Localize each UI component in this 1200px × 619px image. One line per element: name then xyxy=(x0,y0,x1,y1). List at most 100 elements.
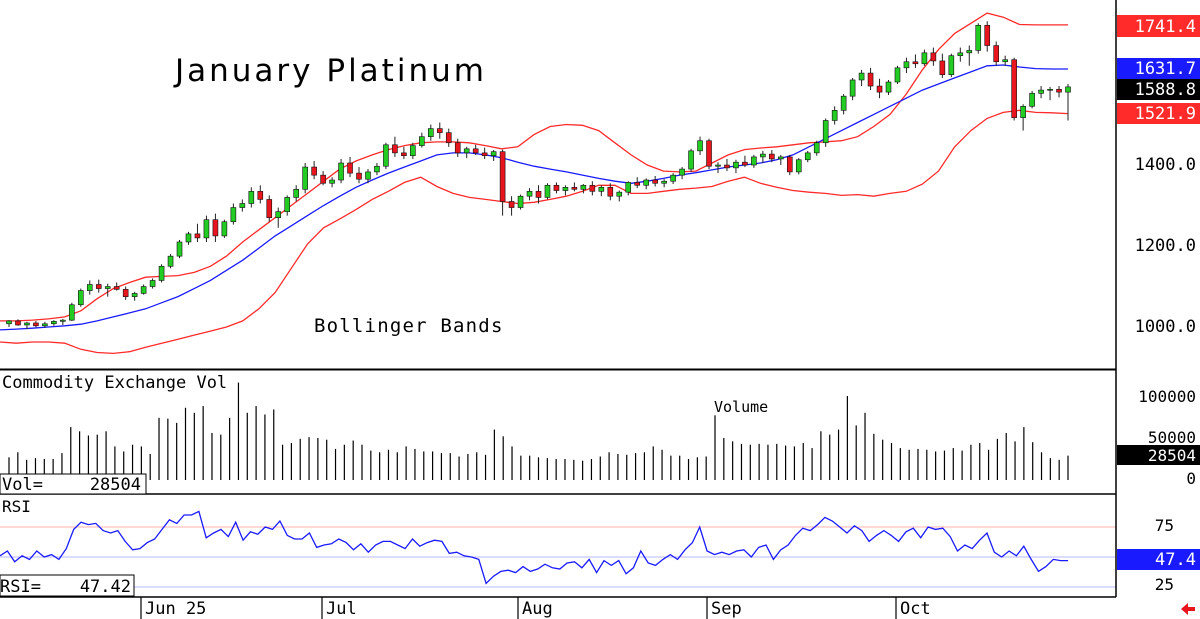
x-tick-label: Jul xyxy=(326,599,357,619)
candle xyxy=(419,132,425,148)
price-tick-label: 1200.0 xyxy=(1135,236,1196,256)
candle xyxy=(876,78,883,99)
candle xyxy=(239,199,246,212)
price-tag-upper: 1741.4 xyxy=(1117,15,1200,37)
candle xyxy=(607,183,614,201)
candle xyxy=(33,320,39,328)
candle xyxy=(454,138,461,157)
candle xyxy=(849,77,856,101)
candle xyxy=(652,175,658,187)
candle xyxy=(374,163,380,176)
candle xyxy=(804,150,811,163)
candle xyxy=(499,149,506,216)
candle xyxy=(230,203,237,225)
volume-readout-value: 28504 xyxy=(90,475,141,495)
svg-text:1588.8: 1588.8 xyxy=(1135,80,1196,100)
rsi-line xyxy=(0,510,1068,585)
candle xyxy=(1029,90,1035,109)
left-arrow-icon[interactable] xyxy=(1181,603,1195,615)
candle xyxy=(275,207,282,228)
candle xyxy=(221,219,228,238)
candles xyxy=(6,21,1071,330)
bollinger-upper-band xyxy=(0,12,1068,322)
rsi-readout-value: 47.42 xyxy=(80,577,131,597)
candle xyxy=(769,150,775,163)
volume-last-tag: 28504 xyxy=(1117,445,1200,465)
candle xyxy=(553,182,560,194)
volume-panel-title: Commodity Exchange Vol xyxy=(2,373,227,393)
candle xyxy=(69,302,75,321)
candle xyxy=(1011,57,1017,121)
candle xyxy=(517,194,524,210)
candle xyxy=(526,188,533,201)
candle xyxy=(840,94,847,115)
volume-tick-label: 50000 xyxy=(1148,428,1196,447)
candle xyxy=(1038,86,1044,99)
candle xyxy=(392,136,398,157)
candle xyxy=(95,279,102,293)
candle xyxy=(957,47,964,62)
candle xyxy=(347,156,353,178)
candle xyxy=(975,23,982,54)
price-tick-label: 1000.0 xyxy=(1135,317,1196,337)
candle xyxy=(1056,86,1062,98)
candle xyxy=(885,79,892,95)
candle xyxy=(490,150,497,161)
candle xyxy=(894,65,901,85)
candle xyxy=(428,124,434,141)
svg-text:1741.4: 1741.4 xyxy=(1135,17,1196,37)
volume-tick-label: 100000 xyxy=(1138,387,1196,406)
candle xyxy=(742,155,748,168)
candle xyxy=(338,158,344,184)
candle xyxy=(293,185,299,202)
rsi-last-tag: 47.4 xyxy=(1117,549,1200,570)
candle xyxy=(760,150,766,163)
candle xyxy=(643,178,649,190)
candle xyxy=(679,167,685,180)
price-panel xyxy=(0,12,1071,355)
rsi-tick-label: 75 xyxy=(1155,516,1174,535)
chart-title: January Platinum xyxy=(173,53,487,89)
candle xyxy=(185,231,192,245)
rsi-panel-title: RSI xyxy=(2,497,31,516)
candle xyxy=(867,67,874,91)
x-axis: Jun 25 Jul Aug Sep Oct xyxy=(140,597,931,619)
candle xyxy=(786,154,793,176)
candle xyxy=(670,173,676,185)
candle xyxy=(733,159,739,174)
candle xyxy=(472,144,479,155)
candle xyxy=(481,147,488,159)
candle xyxy=(248,187,255,208)
candle xyxy=(158,264,165,283)
candle xyxy=(131,291,138,301)
candle xyxy=(42,321,48,328)
candle xyxy=(616,190,623,202)
candle xyxy=(383,142,389,170)
candle xyxy=(984,21,991,52)
candle xyxy=(634,177,641,189)
candle xyxy=(939,53,946,78)
candle xyxy=(194,223,201,242)
candle xyxy=(903,57,910,74)
candle xyxy=(571,182,578,192)
price-tag-lower: 1521.9 xyxy=(1117,103,1200,124)
candle xyxy=(1047,86,1053,101)
x-tick-label: Aug xyxy=(522,599,553,619)
candle xyxy=(77,288,84,307)
bollinger-lower-band xyxy=(0,109,1069,355)
x-tick-label: Jun 25 xyxy=(145,599,206,619)
candle xyxy=(661,179,667,188)
candle xyxy=(1020,104,1026,131)
candle xyxy=(6,320,12,328)
candle xyxy=(751,154,757,168)
candle xyxy=(60,318,66,325)
candle xyxy=(948,53,955,78)
volume-tick-label: 0 xyxy=(1186,469,1196,488)
candle xyxy=(24,321,30,330)
candle xyxy=(104,283,111,297)
bollinger-middle-band xyxy=(0,64,1068,331)
price-tag-middle: 1631.7 xyxy=(1117,58,1200,79)
candle xyxy=(365,169,371,184)
candle xyxy=(822,118,829,147)
candle xyxy=(167,254,174,269)
